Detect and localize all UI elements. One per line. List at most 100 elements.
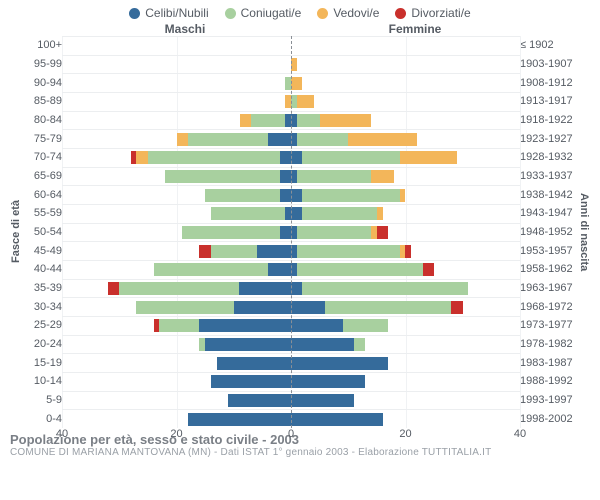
birth-year-label: 1953-1957	[520, 241, 576, 260]
bar-segment	[228, 394, 291, 407]
legend-item-vedovi: Vedovi/e	[317, 6, 379, 20]
bar-row-female	[291, 279, 520, 298]
bar-segment	[291, 151, 302, 164]
age-label: 30-34	[24, 297, 62, 316]
birth-year-label: 1903-1907	[520, 55, 576, 74]
bar-row-male	[62, 335, 291, 354]
bar-row-female	[291, 185, 520, 204]
y-axis-title-left: Fasce di età	[10, 36, 24, 428]
bar-segment	[302, 189, 399, 202]
bar-segment	[136, 151, 147, 164]
chart-title: Popolazione per età, sesso e stato civil…	[10, 432, 590, 447]
age-label: 55-59	[24, 204, 62, 223]
legend: Celibi/Nubili Coniugati/e Vedovi/e Divor…	[10, 6, 590, 22]
birth-year-labels-column: ≤ 19021903-19071908-19121913-19171918-19…	[520, 36, 576, 428]
bar-segment	[302, 207, 376, 220]
bar-segment	[199, 245, 210, 258]
age-labels-column: 100+95-9990-9485-8980-8475-7970-7465-696…	[24, 36, 62, 428]
age-label: 20-24	[24, 335, 62, 354]
bar-segment	[297, 226, 371, 239]
birth-year-label: 1963-1967	[520, 279, 576, 298]
bar-segment	[280, 189, 291, 202]
bar-segment	[302, 282, 468, 295]
bar-segment	[291, 207, 302, 220]
bar-segment	[165, 170, 280, 183]
bar-segment	[291, 189, 302, 202]
bar-row-male	[62, 111, 291, 130]
bar-row-male	[62, 372, 291, 391]
bar-segment	[291, 301, 325, 314]
legend-label: Coniugati/e	[241, 6, 302, 20]
bar-row-female	[291, 167, 520, 186]
bar-row-male	[62, 185, 291, 204]
bar-row-male	[62, 36, 291, 55]
bar-segment	[205, 189, 279, 202]
bar-segment	[320, 114, 372, 127]
bar-row-male	[62, 148, 291, 167]
bar-segment	[354, 338, 365, 351]
bar-segment	[291, 338, 354, 351]
chart-footer: Popolazione per età, sesso e stato civil…	[10, 432, 590, 458]
bar-segment	[297, 263, 423, 276]
age-label: 50-54	[24, 223, 62, 242]
age-label: 75-79	[24, 129, 62, 148]
bar-segment	[291, 375, 365, 388]
bar-segment	[400, 151, 457, 164]
bar-segment	[280, 151, 291, 164]
legend-label: Vedovi/e	[333, 6, 379, 20]
population-pyramid-chart: Celibi/Nubili Coniugati/e Vedovi/e Divor…	[0, 0, 600, 462]
birth-year-label: 1993-1997	[520, 391, 576, 410]
bar-segment	[400, 189, 406, 202]
bar-segment	[268, 263, 291, 276]
bars-female	[291, 36, 520, 428]
x-tick-label: 40	[514, 428, 526, 440]
bar-row-female	[291, 372, 520, 391]
age-label: 40-44	[24, 260, 62, 279]
bar-segment	[211, 207, 285, 220]
bar-row-male	[62, 297, 291, 316]
bar-row-male	[62, 167, 291, 186]
birth-year-label: 1958-1962	[520, 260, 576, 279]
birth-year-label: 1988-1992	[520, 372, 576, 391]
bar-segment	[291, 282, 302, 295]
bars-male	[62, 36, 291, 428]
birth-year-label: 1908-1912	[520, 73, 576, 92]
bar-segment	[280, 226, 291, 239]
swatch-celibi	[129, 8, 140, 19]
bar-segment	[371, 170, 394, 183]
bar-row-male	[62, 260, 291, 279]
x-tick-label: 20	[399, 428, 411, 440]
age-label: 35-39	[24, 279, 62, 298]
chart-subtitle: COMUNE DI MARIANA MANTOVANA (MN) - Dati …	[10, 447, 590, 458]
age-label: 80-84	[24, 111, 62, 130]
birth-year-label: 1978-1982	[520, 335, 576, 354]
bar-row-female	[291, 55, 520, 74]
bar-segment	[119, 282, 239, 295]
bar-segment	[451, 301, 462, 314]
age-label: 10-14	[24, 372, 62, 391]
age-label: 70-74	[24, 148, 62, 167]
age-label: 45-49	[24, 241, 62, 260]
bar-row-male	[62, 223, 291, 242]
bar-segment	[234, 301, 291, 314]
bar-segment	[239, 282, 291, 295]
swatch-coniugati	[225, 8, 236, 19]
birth-year-label: 1933-1937	[520, 167, 576, 186]
x-tick-label: 40	[56, 428, 68, 440]
bar-row-female	[291, 241, 520, 260]
bar-row-male	[62, 92, 291, 111]
bar-segment	[205, 338, 291, 351]
legend-item-celibi: Celibi/Nubili	[129, 6, 208, 20]
birth-year-label: 1948-1952	[520, 223, 576, 242]
bar-segment	[405, 245, 411, 258]
bar-row-female	[291, 204, 520, 223]
x-tick-label: 20	[170, 428, 182, 440]
bar-segment	[148, 151, 280, 164]
bar-row-male	[62, 55, 291, 74]
bar-segment	[343, 319, 389, 332]
bar-row-female	[291, 111, 520, 130]
legend-item-divorziati: Divorziati/e	[395, 6, 470, 20]
bar-row-female	[291, 92, 520, 111]
x-tick-label: 0	[288, 428, 294, 440]
bar-segment	[217, 357, 291, 370]
